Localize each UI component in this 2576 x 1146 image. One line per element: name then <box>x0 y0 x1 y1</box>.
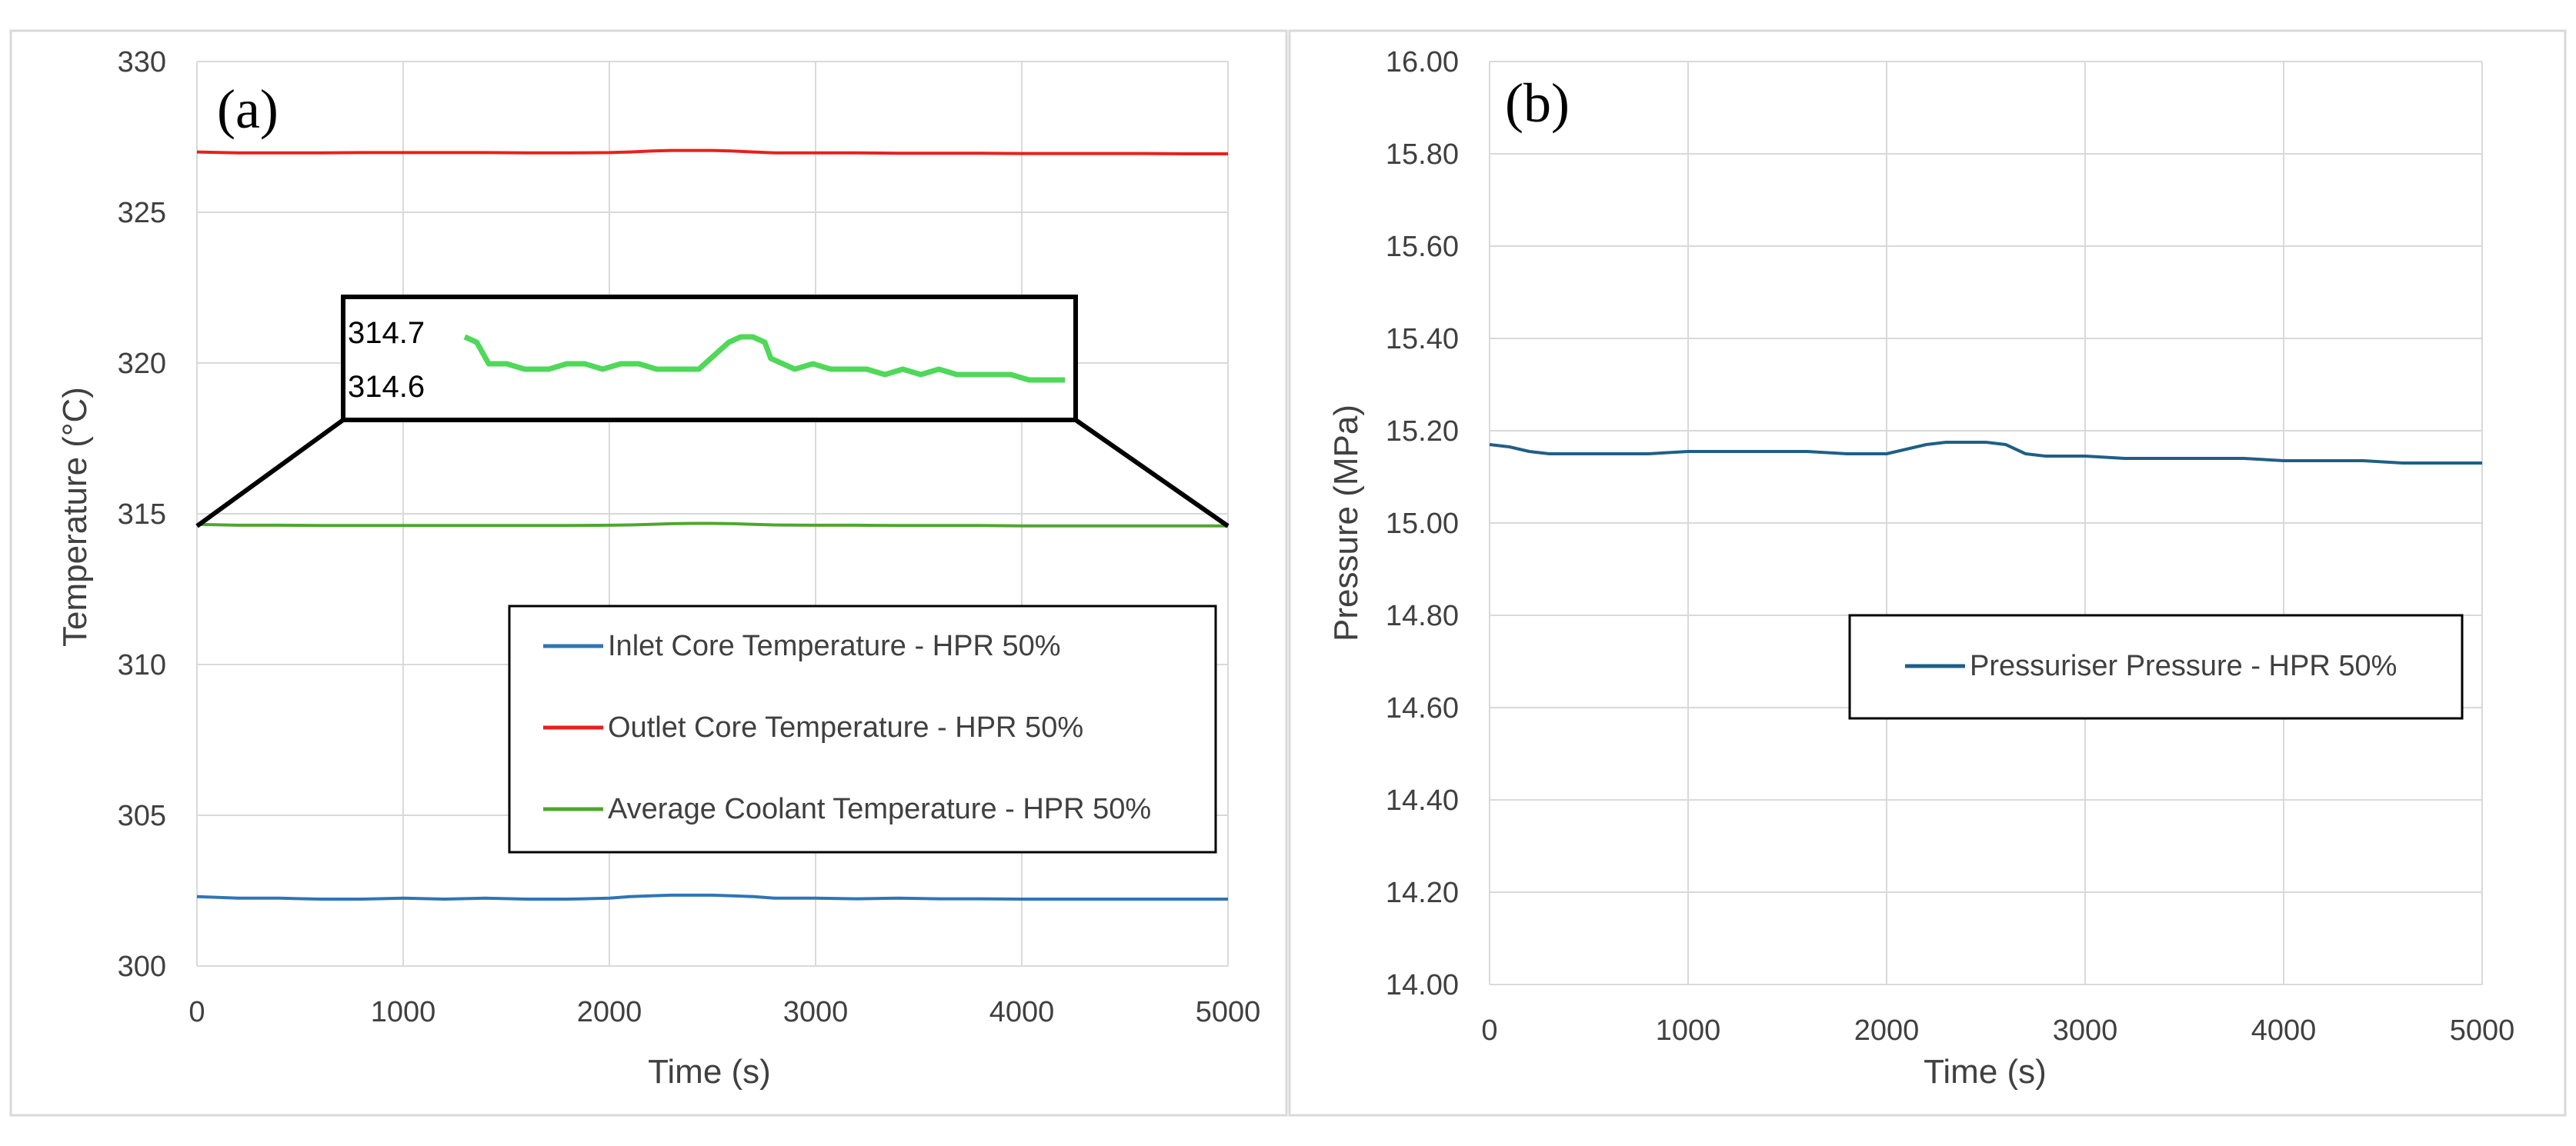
y-tick-label: 14.60 <box>1386 692 1459 725</box>
series-line-0 <box>196 893 1228 901</box>
y-tick-label: 15.40 <box>1386 323 1459 355</box>
panel-b-x-ticks: 0 1000 2000 3000 4000 5000 <box>1481 1014 2514 1047</box>
x-tick-label: 4000 <box>989 996 1055 1028</box>
x-tick-label: 0 <box>189 996 205 1028</box>
x-tick-label: 5000 <box>1196 996 1261 1028</box>
legend-entry-pressure: Pressuriser Pressure - HPR 50% <box>1970 650 2397 682</box>
legend-a-frame <box>508 605 1217 854</box>
panel-a-frame <box>9 29 1288 1117</box>
panel-b-x-axis-label: Time (s) <box>1924 1053 2047 1091</box>
x-tick-label: 1000 <box>371 996 436 1028</box>
panel-a-y-axis-label: Temperature (°C) <box>56 387 94 647</box>
panel-a-x-ticks: 0 1000 2000 3000 4000 5000 <box>189 996 1260 1028</box>
x-tick-label: 4000 <box>2251 1014 2317 1047</box>
y-tick-label: 325 <box>118 197 166 229</box>
y-tick-label: 16.00 <box>1386 46 1459 78</box>
x-tick-label: 2000 <box>1854 1014 1920 1047</box>
y-tick-label: 15.00 <box>1386 508 1459 540</box>
panel-b-y-axis-label: Pressure (MPa) <box>1327 405 1365 641</box>
legend-entry-outlet: Outlet Core Temperature - HPR 50% <box>608 711 1083 744</box>
x-tick-label: 2000 <box>577 996 642 1028</box>
panel-a-series <box>196 148 1228 901</box>
legend-a: Inlet Core Temperature - HPR 50% Outlet … <box>508 605 1217 854</box>
y-tick-label: 305 <box>118 800 166 832</box>
panel-a: 0 1000 2000 3000 4000 5000 300 305 310 315 320 325… <box>56 46 1260 1091</box>
y-tick-label: 14.00 <box>1386 969 1459 1001</box>
inset-y-tick-label: 314.7 <box>348 316 425 350</box>
inset-connector-left <box>195 418 345 528</box>
y-tick-label: 14.40 <box>1386 785 1459 817</box>
inset-connector-right <box>1074 418 1230 528</box>
y-tick-label: 300 <box>118 951 166 983</box>
x-tick-label: 3000 <box>783 996 849 1028</box>
inset-y-tick-label: 314.6 <box>348 370 425 404</box>
panel-b-label: (b) <box>1505 72 1570 134</box>
y-tick-label: 15.60 <box>1386 231 1459 263</box>
panel-a-x-axis-label: Time (s) <box>648 1053 771 1091</box>
x-tick-label: 1000 <box>1656 1014 1721 1047</box>
panel-b: 0 1000 2000 3000 4000 5000 14.0014.2014.4014.… <box>1327 46 2514 1091</box>
panel-b-series <box>1489 441 2482 465</box>
series-line-0 <box>1489 441 2482 465</box>
inset: 314.7 314.6 <box>195 295 1230 528</box>
series-line-2 <box>196 521 1228 528</box>
panel-b-frame <box>1288 29 2567 1117</box>
x-tick-label: 3000 <box>2053 1014 2118 1047</box>
panel-b-grid <box>1489 61 2483 985</box>
panel-b-y-ticks: 14.00 14.20 14.40 14.60 14.80 15.00 15.20 15.40… <box>1386 46 1459 1001</box>
y-tick-label: 310 <box>118 649 166 681</box>
series-line-1 <box>196 148 1228 155</box>
y-tick-label: 15.80 <box>1386 138 1459 171</box>
y-tick-label: 330 <box>118 46 166 78</box>
y-tick-label: 14.80 <box>1386 600 1459 632</box>
panel-a-label: (a) <box>217 78 279 140</box>
panel-a-y-ticks: 300 305 310 315 320 325 330 <box>118 46 166 983</box>
y-tick-label: 15.20 <box>1386 415 1459 448</box>
legend-b: Pressuriser Pressure - HPR 50% <box>1848 614 2464 720</box>
x-tick-label: 5000 <box>2450 1014 2515 1047</box>
inset-series-line <box>463 334 1065 383</box>
legend-entry-average: Average Coolant Temperature - HPR 50% <box>608 793 1151 825</box>
y-tick-label: 315 <box>118 498 166 531</box>
y-tick-label: 14.20 <box>1386 877 1459 909</box>
y-tick-label: 320 <box>118 348 166 380</box>
legend-entry-inlet: Inlet Core Temperature - HPR 50% <box>608 630 1061 662</box>
x-tick-label: 0 <box>1481 1014 1497 1047</box>
